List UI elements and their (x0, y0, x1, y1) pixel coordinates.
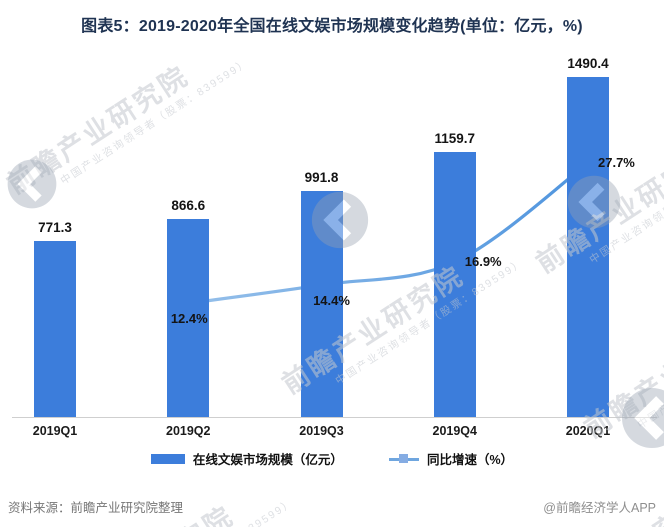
growth-value-label: 12.4% (170, 311, 208, 327)
x-axis-label-2020Q1: 2020Q1 (565, 424, 611, 438)
line-swatch-marker (398, 453, 408, 463)
legend-item-market-size: 在线文娱市场规模（亿元） (150, 449, 343, 468)
x-axis-label-2019Q1: 2019Q1 (32, 424, 78, 438)
bar-2019Q1 (34, 241, 76, 417)
bar-2019Q4 (433, 152, 476, 417)
x-axis-label-2019Q2: 2019Q2 (166, 424, 211, 438)
bar-value-label: 866.6 (171, 198, 206, 214)
legend: 在线文娱市场规模（亿元） 同比增速（%） (0, 449, 664, 468)
bar-value-label: 1490.4 (567, 56, 609, 71)
growth-line (186, 161, 590, 305)
legend-label-growth-rate: 同比增速（%） (426, 453, 514, 467)
bar-value-label: 771.3 (38, 220, 72, 236)
bar-2019Q2 (167, 219, 210, 417)
bar-swatch-icon (150, 453, 185, 464)
line-swatch-icon (388, 453, 419, 464)
x-axis-line (12, 417, 657, 418)
legend-label-market-size: 在线文娱市场规模（亿元） (192, 453, 343, 467)
chart-title: 图表5：2019-2020年全国在线文娱市场规模变化趋势(单位：亿元，%) (81, 18, 583, 35)
growth-value-label: 16.9% (464, 254, 502, 270)
bar-value-label: 1159.7 (434, 131, 476, 147)
legend-item-growth-rate: 同比增速（%） (388, 449, 514, 468)
bar-2019Q3 (300, 190, 343, 417)
bar-value-label: 991.8 (304, 169, 339, 185)
growth-value-label: 14.4% (313, 292, 350, 308)
x-axis-label-2019Q4: 2019Q4 (432, 424, 477, 438)
source-note: 资料来源：前瞻产业研究院整理 (8, 501, 184, 515)
bar-2020Q1 (567, 77, 609, 417)
x-axis-label-2019Q3: 2019Q3 (299, 424, 344, 438)
brand-credit: @前瞻经济学人APP (543, 501, 656, 515)
growth-value-label: 27.7% (598, 155, 635, 170)
